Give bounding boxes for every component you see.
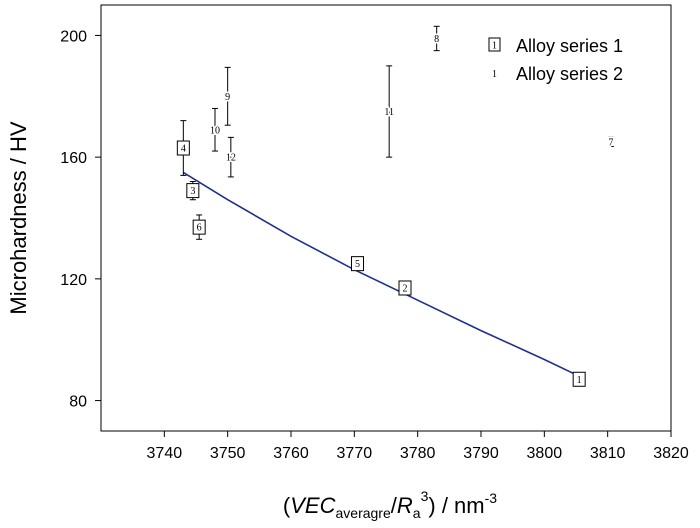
x-tick-label: 3770 xyxy=(337,445,373,462)
point-marker-box xyxy=(572,371,586,387)
point-label: 7 xyxy=(608,137,613,148)
x-tick-label: 3780 xyxy=(400,445,436,462)
y-tick-label: 200 xyxy=(60,28,87,45)
point-label: 12 xyxy=(226,153,236,164)
point-marker-box xyxy=(186,183,200,199)
point-label: 6 xyxy=(197,223,202,234)
x-axis-title: (VECaveragre/Ra3) / nm-3 xyxy=(283,488,497,521)
point-marker-box xyxy=(398,280,412,296)
y-tick-label: 120 xyxy=(60,272,87,289)
y-tick-label: 160 xyxy=(60,150,87,167)
legend: 1 Alloy series 1 1 Alloy series 2 xyxy=(488,36,623,84)
point-marker-box xyxy=(351,256,364,272)
point-label: 11 xyxy=(384,107,394,118)
x-tick-label: 3820 xyxy=(653,445,689,462)
point-label: 8 xyxy=(434,34,439,45)
data-point-9: 9 xyxy=(224,66,232,126)
x-tick-label: 3800 xyxy=(527,445,563,462)
y-axis-title: Microhardness / HV xyxy=(6,121,31,315)
point-marker-box xyxy=(176,140,190,156)
data-point-12: 12 xyxy=(224,136,237,178)
point-label: 1 xyxy=(577,375,582,386)
plot-frame xyxy=(100,4,672,432)
x-tick-label: 3790 xyxy=(463,445,499,462)
legend-label-series-2: Alloy series 2 xyxy=(516,64,623,84)
legend-entry-series-2: 1 Alloy series 2 xyxy=(492,64,623,84)
data-point-10: 10 xyxy=(209,107,222,152)
point-marker-box xyxy=(192,219,206,235)
point-label: 10 xyxy=(210,125,220,136)
x-tick-label: 3740 xyxy=(147,445,183,462)
fit-curve xyxy=(182,171,580,377)
data-point-11: 11 xyxy=(383,65,395,158)
fit-curve-group xyxy=(182,171,580,377)
legend-marker-label: 1 xyxy=(492,69,497,80)
point-label: 9 xyxy=(225,92,230,103)
data-point-6: 6 xyxy=(192,214,206,240)
point-label: 2 xyxy=(403,283,408,294)
data-point-8: 8 xyxy=(433,25,441,52)
point-label: 3 xyxy=(190,186,195,197)
point-label: 4 xyxy=(181,144,186,155)
data-point-3: 3 xyxy=(186,180,200,201)
legend-entry-series-1: 1 Alloy series 1 xyxy=(488,36,623,56)
legend-marker-box xyxy=(488,37,501,52)
y-axis-ticks: 80 120 160 200 xyxy=(60,28,101,411)
legend-label-series-1: Alloy series 1 xyxy=(516,36,623,56)
x-tick-label: 3750 xyxy=(210,445,246,462)
x-tick-label: 3760 xyxy=(273,445,309,462)
point-label: 5 xyxy=(355,259,360,270)
data-point-2: 2 xyxy=(398,280,412,296)
data-point-5: 5 xyxy=(351,256,364,272)
data-point-4: 4 xyxy=(176,120,190,176)
legend-marker-label: 1 xyxy=(492,41,497,52)
data-point-1: 1 xyxy=(572,371,586,387)
data-point-7: 7 xyxy=(607,136,615,150)
x-axis-ticks: 3740 3750 3760 3770 3780 3790 3800 3810 3820 xyxy=(147,431,689,462)
x-tick-label: 3810 xyxy=(590,445,626,462)
y-tick-label: 80 xyxy=(69,394,87,411)
